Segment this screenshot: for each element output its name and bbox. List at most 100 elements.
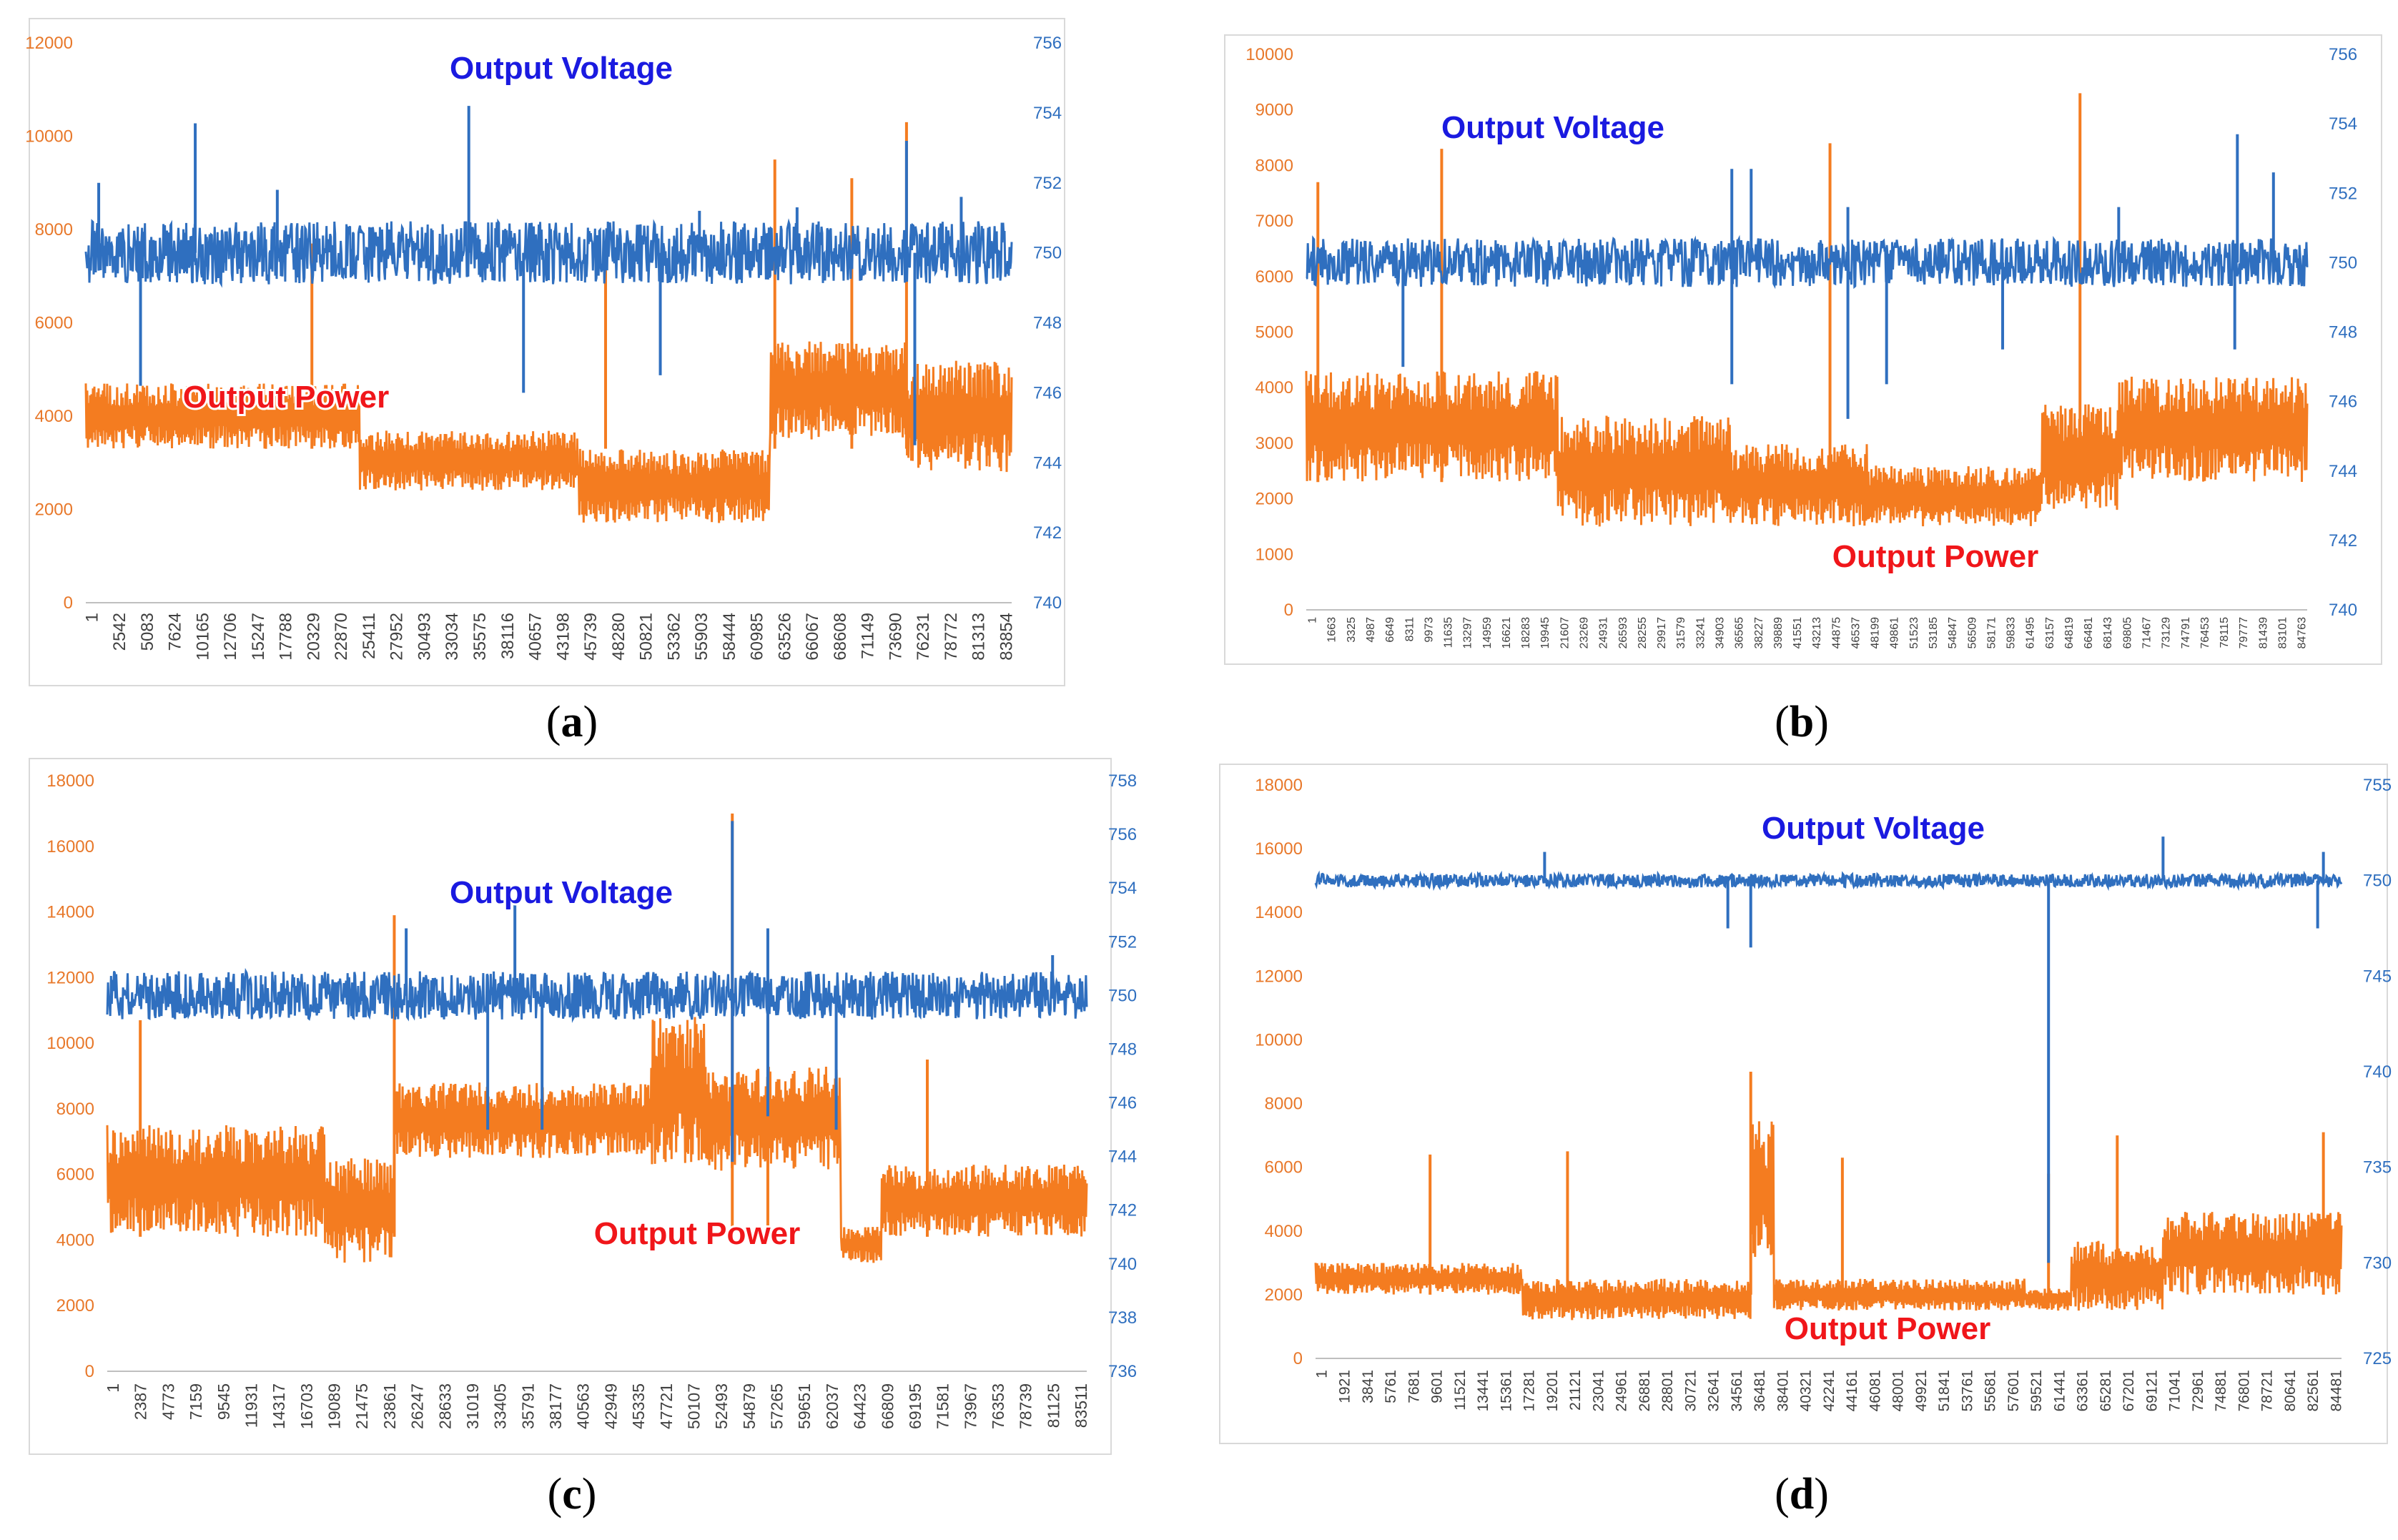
left-tick-label: 2000 [35, 500, 73, 520]
x-tick-label: 53362 [664, 613, 684, 661]
x-tick-label: 67201 [2121, 1370, 2137, 1411]
x-tick-label: 30721 [1682, 1370, 1699, 1411]
x-tick-label: 38177 [546, 1383, 565, 1429]
x-tick-label: 84481 [2328, 1370, 2344, 1411]
x-tick-label: 26593 [1617, 617, 1629, 649]
left-tick-label: 10000 [1245, 45, 1293, 64]
left-tick-label: 4000 [1255, 378, 1293, 398]
x-tick-label: 83511 [1072, 1383, 1090, 1428]
right-tick-label: 740 [1033, 593, 1062, 613]
x-tick-label: 32641 [1706, 1370, 1722, 1411]
x-tick-label: 1 [1313, 1370, 1330, 1378]
x-tick-label: 49861 [1889, 617, 1901, 649]
x-tick-label: 15361 [1498, 1370, 1514, 1411]
x-tick-label: 42241 [1821, 1370, 1837, 1411]
left-tick-label: 8000 [35, 220, 73, 240]
caption-b: (b) [1716, 697, 1888, 748]
right-tick-label: 744 [1108, 1147, 1137, 1167]
caption-open: ( [546, 698, 561, 746]
x-tick-label: 83101 [2276, 617, 2289, 649]
x-tick-label: 73129 [2161, 617, 2173, 649]
x-tick-label: 21607 [1559, 617, 1571, 649]
x-tick-label: 15247 [249, 613, 268, 661]
x-tick-label: 48199 [1870, 617, 1882, 649]
right-axis: 736 738 740 742 744 746 748 750 752 754 756 758 [1108, 771, 1137, 1381]
x-tick-label: 59521 [2028, 1370, 2045, 1411]
right-axis: 740 742 744 746 748 750 752 754 756 [2329, 45, 2357, 620]
x-tick-label: 49921 [1913, 1370, 1930, 1411]
x-tick-label: 7159 [187, 1383, 205, 1420]
right-axis: 740 742 744 746 748 750 752 754 756 [1033, 34, 1062, 613]
left-tick-label: 0 [64, 593, 73, 613]
x-tick-label: 56509 [1966, 617, 1978, 649]
x-axis: 1 2387 4773 7159 9545 11931 14317 16703 19089 214… [104, 1383, 1090, 1429]
x-tick-label: 8311 [1403, 617, 1416, 642]
caption-open: ( [547, 1470, 563, 1519]
x-tick-label: 53185 [1928, 617, 1940, 649]
x-tick-label: 51841 [1936, 1370, 1953, 1411]
x-tick-label: 11521 [1452, 1370, 1469, 1411]
caption-d: (d) [1716, 1469, 1888, 1520]
x-tick-label: 23041 [1590, 1370, 1607, 1411]
output-voltage-label: Output Voltage [450, 875, 673, 910]
left-tick-label: 6000 [35, 314, 73, 333]
x-tick-label: 14317 [270, 1383, 288, 1429]
left-tick-label: 12000 [46, 968, 94, 987]
x-tick-label: 40563 [574, 1383, 593, 1429]
caption-close: ) [583, 698, 598, 746]
x-tick-label: 71467 [2141, 617, 2153, 649]
x-tick-label: 35575 [470, 613, 490, 661]
x-tick-label: 66481 [2083, 617, 2095, 649]
left-tick-label: 14000 [1255, 903, 1303, 922]
x-tick-label: 7681 [1406, 1370, 1422, 1403]
x-axis: 1 1663 3325 4987 6649 8311 9973 11635 13297 14959… [1307, 617, 2309, 649]
x-tick-label: 58444 [720, 613, 739, 661]
x-tick-label: 61441 [2051, 1370, 2068, 1411]
left-axis: 0 2000 4000 6000 8000 10000 12000 14000 16000 180… [1255, 776, 1303, 1368]
x-tick-label: 61495 [2025, 617, 2037, 649]
right-tick-label: 740 [2363, 1062, 2392, 1082]
caption-close: ) [581, 1470, 597, 1519]
left-tick-label: 0 [1284, 601, 1293, 620]
left-tick-label: 3000 [1255, 434, 1293, 453]
x-tick-label: 59833 [2005, 617, 2018, 649]
x-tick-label: 23861 [380, 1383, 399, 1429]
right-tick-label: 750 [2363, 872, 2392, 891]
x-tick-label: 79777 [2238, 617, 2250, 649]
x-tick-label: 21121 [1567, 1370, 1584, 1411]
caption-close: ) [1814, 1470, 1829, 1519]
x-tick-label: 76353 [989, 1383, 1007, 1429]
x-tick-label: 46081 [1867, 1370, 1883, 1411]
x-tick-label: 76801 [2236, 1370, 2252, 1411]
x-tick-label: 13297 [1462, 617, 1474, 649]
left-tick-label: 2000 [56, 1296, 94, 1316]
x-tick-label: 22870 [332, 613, 351, 661]
right-tick-label: 742 [2329, 531, 2357, 551]
left-tick-label: 16000 [46, 837, 94, 857]
x-tick-label: 4987 [1365, 617, 1377, 643]
right-tick-label: 740 [1108, 1255, 1137, 1274]
x-tick-label: 28633 [435, 1383, 454, 1429]
x-tick-label: 16703 [297, 1383, 316, 1429]
left-tick-label: 6000 [1265, 1158, 1303, 1178]
right-tick-label: 748 [1108, 1040, 1137, 1059]
output-voltage-line [1314, 870, 2343, 892]
x-tick-label: 55903 [692, 613, 711, 661]
right-tick-label: 754 [2329, 114, 2357, 134]
output-power-line [1314, 1121, 2343, 1321]
x-tick-label: 73967 [961, 1383, 980, 1429]
x-tick-label: 25411 [360, 613, 379, 659]
x-tick-label: 72961 [2190, 1370, 2206, 1411]
x-tick-label: 34903 [1714, 617, 1726, 649]
x-tick-label: 78115 [2219, 617, 2231, 648]
right-tick-label: 746 [2329, 393, 2357, 412]
x-tick-label: 46537 [1850, 617, 1862, 649]
x-tick-label: 78772 [942, 613, 961, 661]
right-tick-label: 754 [1033, 104, 1062, 123]
x-tick-label: 63526 [775, 613, 794, 661]
x-tick-label: 64423 [851, 1383, 869, 1429]
right-tick-label: 756 [2329, 45, 2357, 64]
x-axis: 1 1921 3841 5761 7681 9601 11521 13441 15361 1728… [1313, 1370, 2344, 1411]
x-tick-label: 44161 [1844, 1370, 1860, 1411]
left-tick-label: 9000 [1255, 101, 1293, 120]
